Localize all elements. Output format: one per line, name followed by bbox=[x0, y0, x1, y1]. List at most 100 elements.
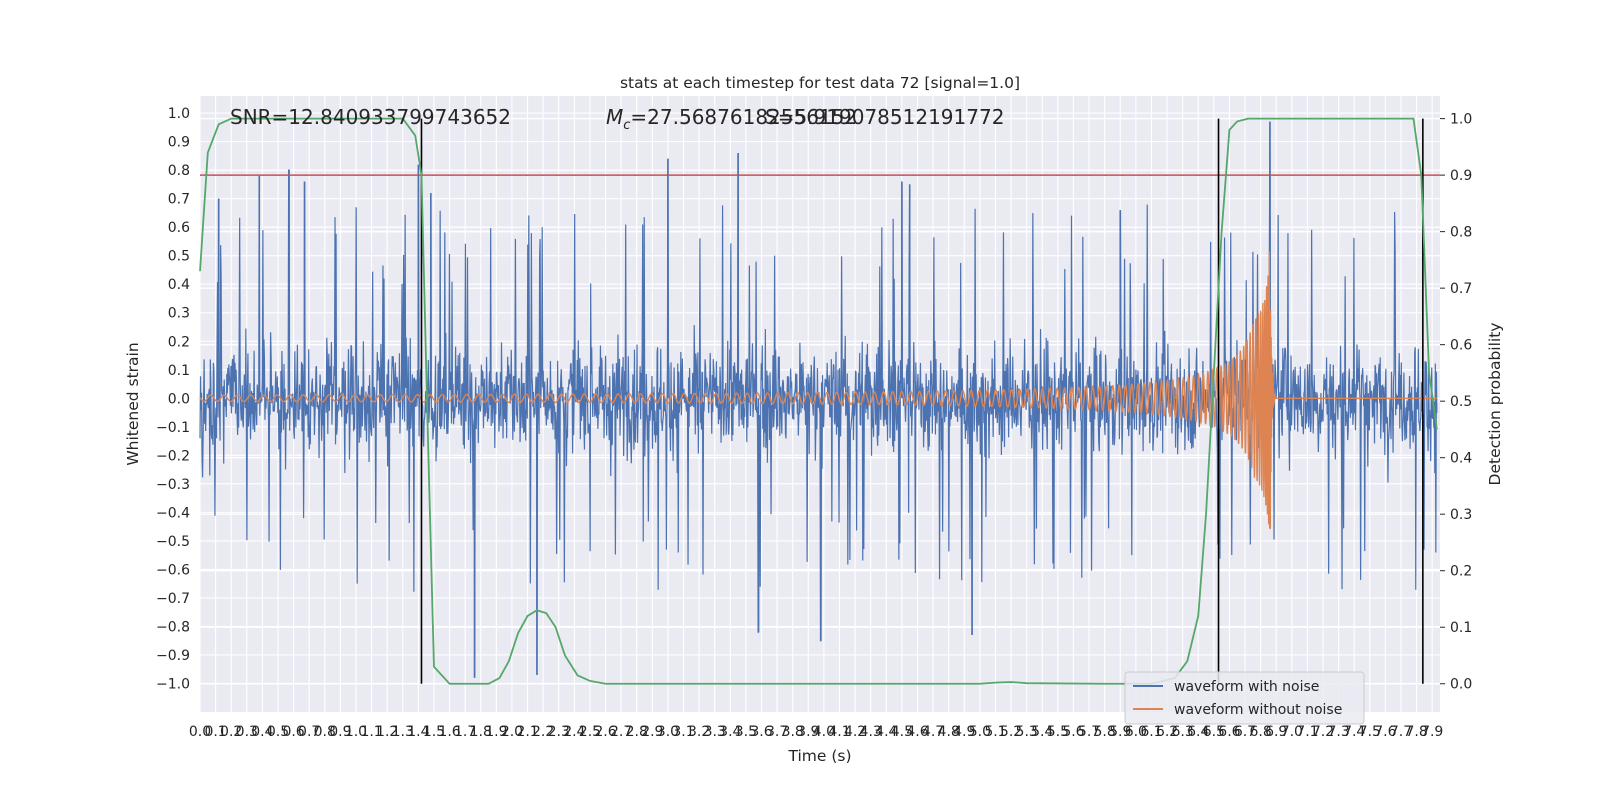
x-tick-label: 1.2 bbox=[376, 724, 398, 740]
x-tick-label: 6.4 bbox=[1187, 724, 1209, 740]
y2-tick-label: 0.3 bbox=[1450, 507, 1472, 523]
y-tick-label: −0.2 bbox=[156, 448, 190, 464]
x-tick-label: 6.0 bbox=[1125, 724, 1147, 740]
x-tick-label: 1.9 bbox=[485, 724, 507, 740]
y-tick-label: 0.9 bbox=[168, 135, 190, 151]
x-tick-label: 5.2 bbox=[1000, 724, 1022, 740]
x-tick-label: 3.9 bbox=[797, 724, 819, 740]
x-tick-label: 3.7 bbox=[766, 724, 788, 740]
x-tick-label: 2.3 bbox=[548, 724, 570, 740]
x-tick-label: 1.6 bbox=[438, 724, 460, 740]
x-tick-label: 7.9 bbox=[1421, 724, 1443, 740]
y2-tick-label: 0.9 bbox=[1450, 168, 1472, 184]
x-tick-label: 6.9 bbox=[1265, 724, 1287, 740]
y-tick-label: −1.0 bbox=[156, 676, 190, 692]
x-tick-label: 2.4 bbox=[563, 724, 585, 740]
x-tick-label: 0.2 bbox=[220, 724, 242, 740]
y-tick-label: −0.6 bbox=[156, 562, 190, 578]
y-tick-label: 0.3 bbox=[168, 306, 190, 322]
x-tick-label: 4.0 bbox=[813, 724, 835, 740]
x-tick-label: 0.0 bbox=[189, 724, 211, 740]
x-tick-label: 4.3 bbox=[860, 724, 882, 740]
x-tick-label: 2.9 bbox=[641, 724, 663, 740]
x-tick-label: 2.5 bbox=[579, 724, 601, 740]
x-tick-label: 1.3 bbox=[392, 724, 414, 740]
x-tick-label: 4.7 bbox=[922, 724, 944, 740]
series-waveform-without-noise bbox=[199, 251, 1437, 530]
x-tick-label: 7.6 bbox=[1374, 724, 1396, 740]
x-tick-label: 6.5 bbox=[1203, 724, 1225, 740]
y-tick-label: 0.0 bbox=[168, 391, 190, 407]
x-tick-label: 0.6 bbox=[282, 724, 304, 740]
y-tick-label: 0.6 bbox=[168, 220, 190, 236]
x-tick-label: 6.1 bbox=[1140, 724, 1162, 740]
y2-tick-label: 0.7 bbox=[1450, 281, 1472, 297]
y-axis-label: Whitened strain bbox=[124, 342, 142, 465]
chart-title: stats at each timestep for test data 72 … bbox=[620, 74, 1020, 92]
y2-tick-label: 0.6 bbox=[1450, 338, 1472, 354]
x-tick-label: 5.5 bbox=[1047, 724, 1069, 740]
x-axis-label: Time (s) bbox=[787, 747, 851, 765]
x-tick-label: 2.6 bbox=[594, 724, 616, 740]
legend-label-clean: waveform without noise bbox=[1174, 702, 1342, 718]
x-tick-label: 4.8 bbox=[938, 724, 960, 740]
y-ticks: 1.0 0.9 0.8 0.7 0.6 0.5 0.4 0.3 0.2 0.1 0.0 −0.1 −0.… bbox=[156, 106, 190, 692]
y-tick-label: 0.4 bbox=[168, 277, 190, 293]
probability-line bbox=[199, 117, 1438, 685]
x-tick-label: 5.6 bbox=[1062, 724, 1084, 740]
x-tick-label: 6.7 bbox=[1234, 724, 1256, 740]
second-value: =5.919078512191772 bbox=[778, 105, 1005, 129]
second-prefix: S bbox=[765, 105, 778, 129]
y-tick-label: 0.7 bbox=[168, 192, 190, 208]
y-tick-label: −0.8 bbox=[156, 619, 190, 635]
y2-tick-label: 0.0 bbox=[1450, 677, 1472, 693]
x-tick-label: 1.8 bbox=[470, 724, 492, 740]
x-tick-label: 0.3 bbox=[236, 724, 258, 740]
x-tick-label: 1.1 bbox=[360, 724, 382, 740]
y2-tick-label: 0.1 bbox=[1450, 620, 1472, 636]
y-tick-label: −0.3 bbox=[156, 477, 190, 493]
x-tick-label: 4.9 bbox=[953, 724, 975, 740]
y2-tick-label: 0.8 bbox=[1450, 225, 1472, 241]
x-tick-label: 5.8 bbox=[1094, 724, 1116, 740]
mc-symbol: M bbox=[606, 105, 623, 129]
x-tick-label: 5.9 bbox=[1109, 724, 1131, 740]
x-tick-label: 2.0 bbox=[501, 724, 523, 740]
x-tick-label: 2.2 bbox=[532, 724, 554, 740]
legend: waveform with noise waveform without noi… bbox=[1124, 671, 1365, 725]
x-ticks: 0.00.10.20.30.40.50.60.70.80.91.01.11.21… bbox=[189, 724, 1443, 740]
x-tick-label: 6.3 bbox=[1172, 724, 1194, 740]
x-tick-label: 0.7 bbox=[298, 724, 320, 740]
x-tick-label: 3.1 bbox=[672, 724, 694, 740]
second-annotation: S=5.919078512191772 bbox=[765, 105, 1004, 129]
legend-box bbox=[1124, 671, 1365, 725]
x-tick-label: 3.6 bbox=[750, 724, 772, 740]
x-tick-label: 6.6 bbox=[1218, 724, 1240, 740]
mc-value: =27.56876182556152 bbox=[630, 105, 857, 129]
x-tick-label: 3.5 bbox=[735, 724, 757, 740]
y-tick-label: 1.0 bbox=[168, 106, 190, 122]
x-tick-label: 5.4 bbox=[1031, 724, 1053, 740]
x-tick-label: 1.0 bbox=[345, 724, 367, 740]
series-detection-probability bbox=[199, 117, 1438, 685]
x-tick-label: 7.7 bbox=[1390, 724, 1412, 740]
mc-subscript: c bbox=[623, 118, 630, 133]
y2-tick-label: 1.0 bbox=[1450, 112, 1472, 128]
y-tick-label: −0.5 bbox=[156, 534, 190, 550]
x-tick-label: 7.0 bbox=[1281, 724, 1303, 740]
series-waveform-with-noise bbox=[199, 121, 1438, 678]
x-tick-label: 3.2 bbox=[688, 724, 710, 740]
x-tick-label: 4.1 bbox=[828, 724, 850, 740]
x-tick-label: 0.1 bbox=[204, 724, 226, 740]
x-tick-label: 7.8 bbox=[1405, 724, 1427, 740]
snr-annotation: SNR=12.840933799743652 bbox=[230, 105, 511, 129]
clean-line bbox=[199, 251, 1437, 530]
y-tick-label: 0.2 bbox=[168, 334, 190, 350]
x-tick-label: 7.3 bbox=[1327, 724, 1349, 740]
x-tick-label: 4.6 bbox=[906, 724, 928, 740]
x-tick-label: 2.7 bbox=[610, 724, 632, 740]
y2-axis-label: Detection probability bbox=[1486, 323, 1504, 486]
y2-tick-label: 0.2 bbox=[1450, 564, 1472, 580]
x-tick-label: 1.5 bbox=[423, 724, 445, 740]
x-tick-label: 1.4 bbox=[407, 724, 429, 740]
